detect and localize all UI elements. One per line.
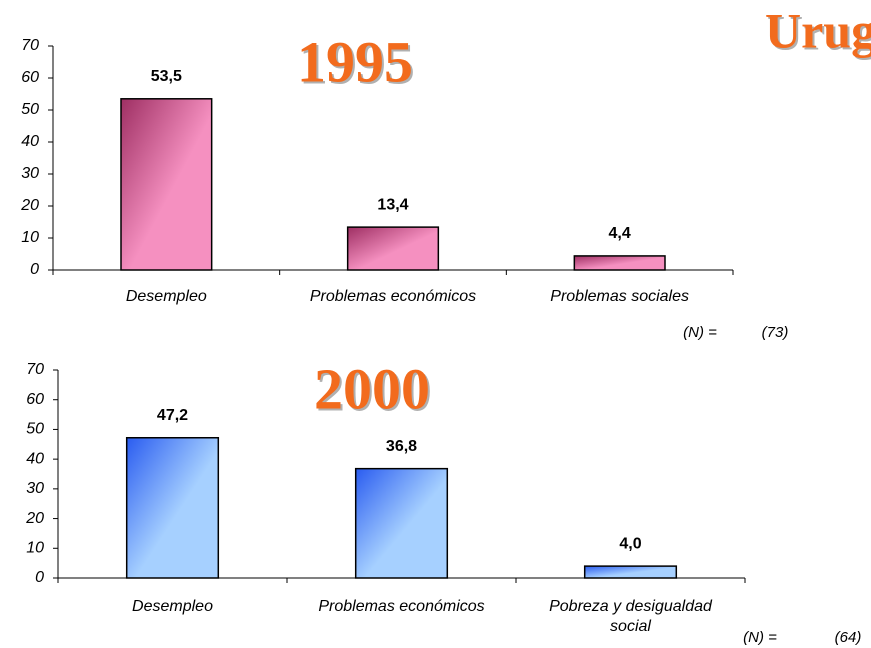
x-tick-label: Desempleo [132,598,213,615]
value-label: 53,5 [151,68,182,85]
y-tick-label: 0 [35,569,44,586]
y-tick-label: 20 [25,510,44,527]
value-label: 36,8 [386,438,417,455]
chart-title: 1995 [297,29,413,94]
x-tick-label-box: Problemas económicos [309,288,477,305]
bar [346,226,440,271]
bar [354,467,449,579]
bar [125,436,220,579]
y-tick-label: 40 [21,133,39,150]
heading: Urug [765,2,871,58]
y-tick-label: 70 [26,361,44,378]
y-tick-label: 70 [21,37,39,54]
x-tick-label-box: Desempleo [132,598,213,615]
x-tick-label-box: Pobreza y desigualdad social [549,598,712,635]
n-label: (N) = [743,629,777,646]
y-tick-label: 0 [30,261,39,278]
y-tick-label: 60 [21,69,39,86]
value-label: 4,0 [619,535,641,552]
y-tick-label: 40 [26,450,44,467]
y-tick-label: 60 [26,391,44,408]
n-value: (73) [762,324,789,341]
y-tick-label: 50 [26,421,44,438]
value-label: 13,4 [377,196,408,213]
x-tick-label-box: Problemas sociales [550,288,690,305]
y-tick-label: 10 [26,540,44,557]
x-tick-label: Desempleo [125,288,207,305]
x-tick-label: Pobreza y desigualdad social [549,598,712,635]
x-tick-label: Problemas económicos [309,288,477,305]
bar [573,255,666,271]
y-tick-label: 20 [20,197,39,214]
n-label: (N) = [683,324,717,341]
value-label: 47,2 [157,407,188,424]
bar [120,98,213,271]
x-tick-label: Problemas económicos [318,598,485,615]
x-tick-label: Problemas sociales [550,288,690,305]
x-tick-label-box: Desempleo [125,288,207,305]
n-value: (64) [835,629,862,646]
y-tick-label: 30 [21,165,39,182]
bar [583,565,678,579]
value-label: 4,4 [609,225,631,242]
x-tick-label-box: Problemas económicos [318,598,485,615]
y-tick-label: 50 [21,101,39,118]
chart-title: 2000 [314,356,430,421]
y-tick-label: 30 [26,480,44,497]
y-tick-label: 10 [21,229,39,246]
